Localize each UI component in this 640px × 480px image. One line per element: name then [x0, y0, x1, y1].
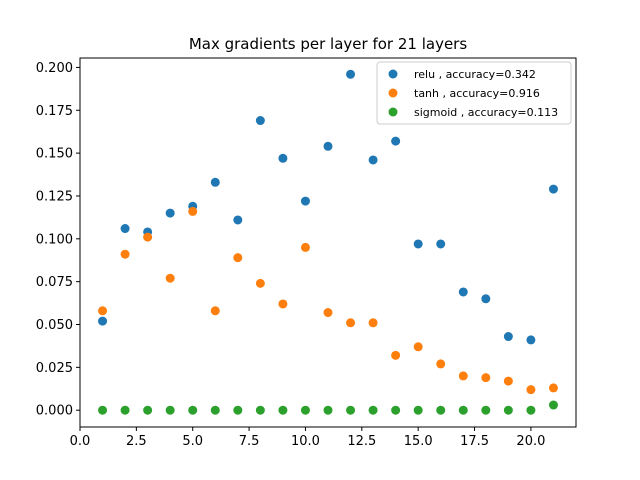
data-point	[526, 405, 536, 415]
y-tick-label: 0.000	[36, 404, 73, 419]
data-point	[120, 249, 130, 259]
data-point	[503, 405, 513, 415]
data-point	[368, 405, 378, 415]
data-point	[278, 405, 288, 415]
data-point	[481, 373, 491, 383]
data-point	[143, 232, 153, 242]
data-point	[233, 405, 243, 415]
x-tick-label: 5.0	[182, 434, 203, 449]
data-point	[391, 350, 401, 360]
data-point	[481, 294, 491, 304]
y-tick-label: 0.150	[36, 147, 73, 162]
data-point	[526, 385, 536, 395]
data-point	[413, 405, 423, 415]
data-point	[120, 224, 130, 234]
data-point	[503, 376, 513, 386]
legend-box	[376, 61, 572, 125]
data-point	[233, 253, 243, 263]
data-point	[436, 359, 446, 369]
legend-label: tanh , accuracy=0.916	[414, 87, 540, 100]
data-point	[300, 196, 310, 206]
x-tick-label: 15.0	[404, 434, 433, 449]
data-point	[503, 332, 513, 342]
y-tick-label: 0.075	[36, 275, 73, 290]
data-point	[368, 318, 378, 328]
data-point	[165, 208, 175, 218]
data-point	[413, 239, 423, 249]
data-point	[526, 335, 536, 345]
data-point	[233, 215, 243, 225]
y-tick-label: 0.050	[36, 318, 73, 333]
data-point	[391, 405, 401, 415]
x-tick-label: 0.0	[70, 434, 91, 449]
legend: relu , accuracy=0.342 tanh , accuracy=0.9…	[376, 61, 572, 125]
data-point	[548, 400, 558, 410]
data-point	[436, 405, 446, 415]
data-point	[210, 306, 220, 316]
legend-marker	[388, 69, 398, 79]
legend-marker	[388, 107, 398, 117]
data-point	[188, 206, 198, 216]
chart-title: Max gradients per layer for 21 layers	[189, 35, 468, 53]
data-point	[346, 318, 356, 328]
data-point	[481, 405, 491, 415]
data-point	[346, 69, 356, 79]
data-point	[300, 405, 310, 415]
data-point	[98, 316, 108, 326]
x-tick-label: 2.5	[126, 434, 147, 449]
data-point	[278, 153, 288, 163]
data-point	[120, 405, 130, 415]
data-point	[255, 116, 265, 126]
y-tick-label: 0.025	[36, 361, 73, 376]
data-point	[98, 306, 108, 316]
data-point	[188, 405, 198, 415]
data-point	[413, 342, 423, 352]
data-point	[210, 405, 220, 415]
axis-ticks: 0.0 2.5 5.0 7.5 10.0 12.5 15.0 17.5 20.0 0.000 0.0…	[36, 61, 546, 449]
x-tick-label: 7.5	[239, 434, 260, 449]
plot-frame	[79, 57, 577, 428]
data-point	[436, 239, 446, 249]
data-point	[98, 405, 108, 415]
legend-label: relu , accuracy=0.342	[414, 68, 536, 81]
data-point	[368, 155, 378, 165]
data-point	[300, 242, 310, 252]
data-points	[98, 69, 558, 415]
data-point	[458, 405, 468, 415]
x-tick-label: 10.0	[291, 434, 320, 449]
data-point	[548, 383, 558, 393]
y-tick-label: 0.125	[36, 189, 73, 204]
data-point	[323, 308, 333, 318]
data-point	[391, 136, 401, 146]
x-tick-label: 17.5	[460, 434, 489, 449]
data-point	[346, 405, 356, 415]
data-point	[548, 184, 558, 194]
data-point	[165, 405, 175, 415]
y-tick-label: 0.200	[36, 61, 73, 76]
data-point	[255, 278, 265, 288]
data-point	[323, 141, 333, 151]
y-tick-label: 0.175	[36, 104, 73, 119]
data-point	[458, 371, 468, 381]
data-point	[323, 405, 333, 415]
x-tick-label: 20.0	[516, 434, 545, 449]
data-point	[165, 273, 175, 283]
y-tick-label: 0.100	[36, 232, 73, 247]
legend-label: sigmoid , accuracy=0.113	[414, 106, 558, 119]
x-tick-label: 12.5	[347, 434, 376, 449]
data-point	[143, 405, 153, 415]
data-point	[458, 287, 468, 297]
data-point	[278, 299, 288, 309]
legend-marker	[388, 88, 398, 98]
data-point	[255, 405, 265, 415]
data-point	[210, 177, 220, 187]
